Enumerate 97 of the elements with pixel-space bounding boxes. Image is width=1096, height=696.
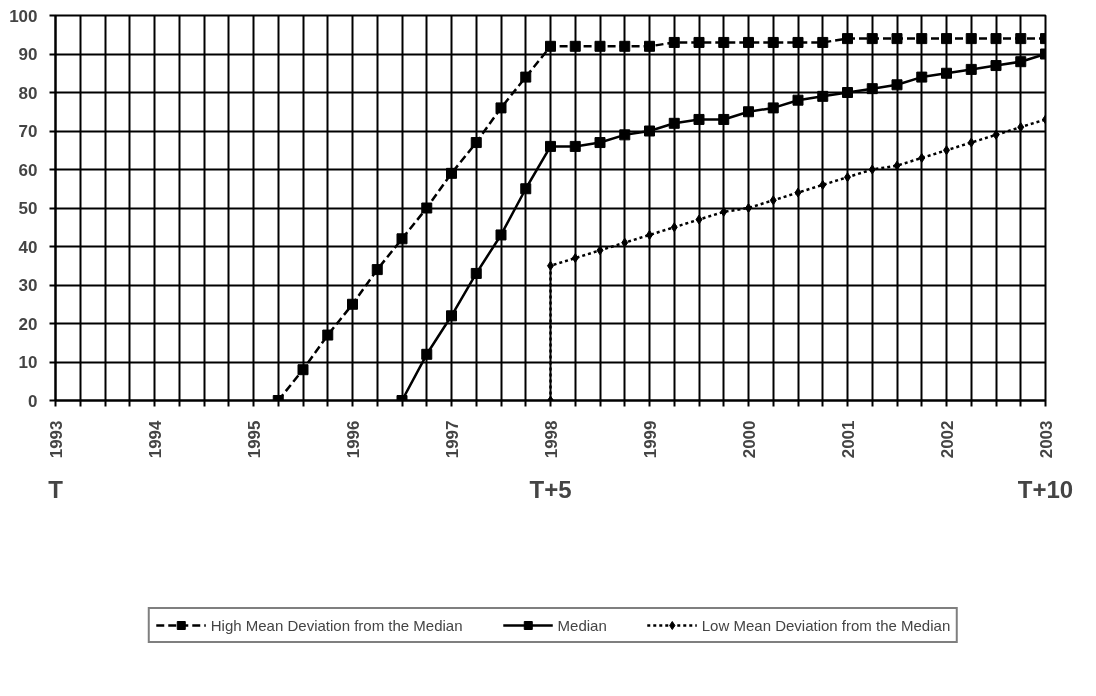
point xyxy=(866,33,878,45)
point xyxy=(596,245,604,256)
point xyxy=(644,40,655,52)
point xyxy=(718,113,730,125)
point xyxy=(792,36,804,48)
point xyxy=(718,36,730,48)
x-tick-label: 1996 xyxy=(343,420,363,459)
point xyxy=(868,164,876,175)
point xyxy=(767,36,779,48)
point xyxy=(965,63,977,75)
point xyxy=(916,33,928,45)
point xyxy=(470,267,482,279)
legend-label: Median xyxy=(557,616,607,634)
point xyxy=(918,152,926,163)
y-tick-label: 10 xyxy=(18,353,38,372)
y-tick-label: 0 xyxy=(28,391,38,411)
point xyxy=(720,206,728,217)
point xyxy=(769,195,777,206)
point xyxy=(990,33,1002,45)
point xyxy=(347,298,358,310)
y-tick-label: 90 xyxy=(18,45,38,64)
text: T+10 xyxy=(1017,475,1074,503)
y-tick-label: 20 xyxy=(18,314,38,334)
y-tick-label: 70 xyxy=(18,122,38,141)
point xyxy=(371,264,383,276)
y-tick-label: 30 xyxy=(18,276,38,295)
point xyxy=(1015,33,1027,45)
text: T xyxy=(48,475,64,503)
point xyxy=(520,71,532,83)
x-tick-label: 1997 xyxy=(442,420,462,459)
point xyxy=(619,129,631,141)
y-tick-label: 80 xyxy=(18,83,38,103)
point xyxy=(916,71,928,83)
x-tick-label: 1993 xyxy=(46,420,66,459)
point xyxy=(794,187,802,198)
x-tick-label: 2001 xyxy=(838,420,858,459)
y-tick-label: 40 xyxy=(18,237,38,257)
y-tick-label: 100 xyxy=(9,6,38,26)
point xyxy=(965,33,977,45)
point xyxy=(668,117,680,129)
point xyxy=(297,364,309,376)
point xyxy=(893,160,901,171)
point xyxy=(571,253,579,264)
point xyxy=(866,83,878,95)
point xyxy=(545,140,556,152)
point xyxy=(495,102,507,114)
legend-label: High Mean Deviation from the Median xyxy=(210,616,463,634)
x-tick-label: 1998 xyxy=(541,420,561,459)
x-tick-label: 2002 xyxy=(937,420,957,459)
point xyxy=(743,106,754,118)
point xyxy=(670,222,678,233)
point xyxy=(446,167,457,179)
x-tick-label: 2000 xyxy=(739,420,759,459)
point xyxy=(941,67,952,79)
point xyxy=(668,36,680,48)
point xyxy=(322,329,334,341)
point xyxy=(569,140,581,152)
point xyxy=(990,60,1002,72)
point xyxy=(619,40,631,52)
point xyxy=(1015,56,1027,68)
point xyxy=(967,137,975,148)
point xyxy=(992,129,1000,140)
point xyxy=(470,137,482,149)
point xyxy=(743,36,754,48)
point xyxy=(792,94,804,106)
point xyxy=(842,33,853,45)
x-tick-label: 1994 xyxy=(145,419,165,459)
y-tick-label: 60 xyxy=(18,160,38,180)
point xyxy=(767,102,779,114)
point xyxy=(695,214,703,225)
y-tick-label: 50 xyxy=(18,199,38,218)
point xyxy=(594,40,606,52)
point xyxy=(421,348,433,360)
point xyxy=(520,183,532,195)
text: T+5 xyxy=(529,475,572,503)
point xyxy=(569,40,581,52)
x-tick-label: 1995 xyxy=(244,420,264,459)
point xyxy=(745,203,752,213)
point xyxy=(421,202,433,214)
point xyxy=(842,87,853,98)
point xyxy=(941,33,952,45)
point xyxy=(545,40,556,52)
point xyxy=(817,36,829,48)
point xyxy=(594,137,606,149)
legend-label: Low Mean Deviation from the Median xyxy=(701,616,951,634)
x-tick-label: 1999 xyxy=(640,420,660,459)
point xyxy=(891,79,903,91)
point xyxy=(446,310,457,322)
point xyxy=(891,33,903,45)
x-tick-label: 2003 xyxy=(1036,420,1056,459)
point xyxy=(819,179,827,190)
point xyxy=(495,229,507,241)
point xyxy=(644,125,655,137)
point xyxy=(396,233,408,245)
point xyxy=(817,90,829,102)
point xyxy=(693,36,705,48)
point xyxy=(693,113,705,125)
